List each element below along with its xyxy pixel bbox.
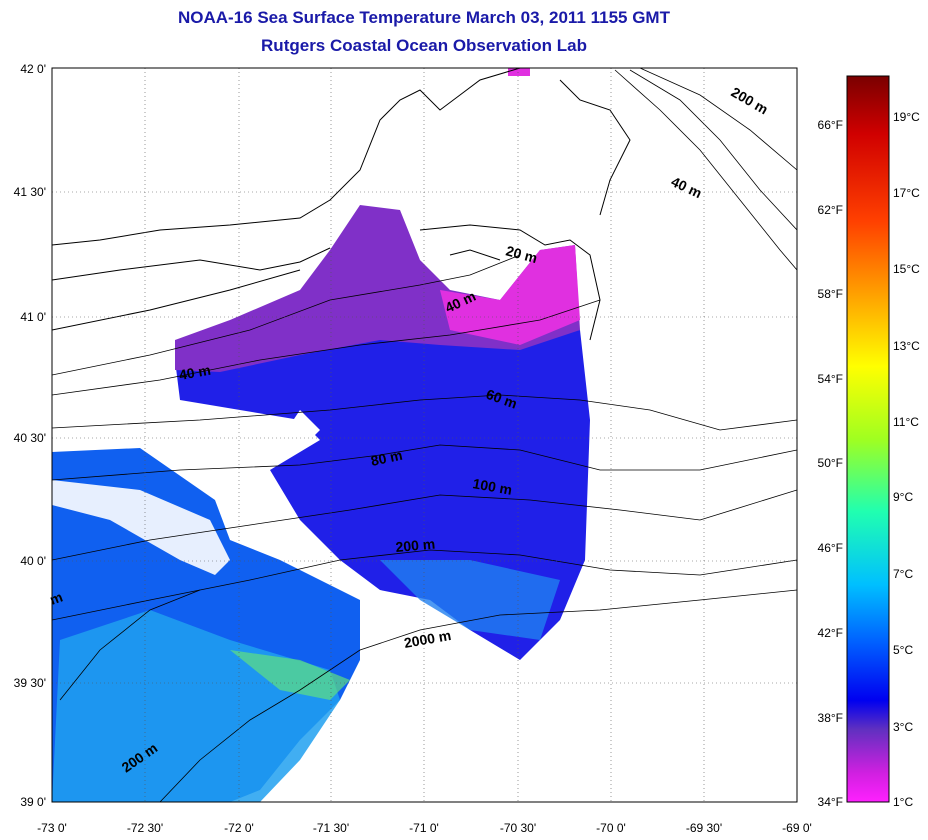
lon-label: -73 0' [37, 821, 67, 835]
contour-label: 40 m [669, 173, 705, 201]
celsius-label: 13°C [893, 339, 920, 353]
contour-label: 2000 m [403, 627, 453, 651]
sst-patch-magenta-north [508, 68, 530, 76]
celsius-label: 17°C [893, 186, 920, 200]
lat-label: 40 30' [14, 431, 46, 445]
sst-patch-magenta [440, 245, 580, 345]
celsius-label: 19°C [893, 110, 920, 124]
contour-label: 100 m [471, 475, 513, 498]
lon-label: -69 0' [782, 821, 812, 835]
lat-label: 41 0' [20, 310, 46, 324]
lon-label: -70 30' [500, 821, 536, 835]
celsius-label: 11°C [893, 415, 919, 429]
lon-label: -72 0' [224, 821, 254, 835]
bathymetry-contours [52, 68, 797, 802]
map-subtitle: Rutgers Coastal Ocean Observation Lab [261, 36, 587, 55]
lat-label: 39 30' [14, 676, 46, 690]
colorbar-fahrenheit-ticks: 66°F 62°F 58°F 54°F 50°F 46°F 42°F 38°F … [818, 118, 843, 809]
lat-axis: 42 0' 41 30' 41 0' 40 30' 40 0' 39 30' 3… [14, 62, 46, 809]
cloud-gap-2 [280, 410, 320, 450]
lon-label: -69 30' [686, 821, 722, 835]
lon-label: -71 30' [313, 821, 349, 835]
fahrenheit-label: 66°F [818, 118, 843, 132]
sst-patch-shelf-cyan [380, 560, 560, 640]
lon-axis: -73 0' -72 30' -72 0' -71 30' -71 0' -70… [37, 821, 812, 835]
contour-label: 20 m [504, 242, 539, 266]
fahrenheit-label: 34°F [818, 795, 843, 809]
fahrenheit-label: 46°F [818, 541, 843, 555]
lon-label: -71 0' [409, 821, 439, 835]
cloud-gap-1 [52, 480, 230, 575]
colorbar: 66°F 62°F 58°F 54°F 50°F 46°F 42°F 38°F … [818, 75, 920, 809]
contour-label: 40 m [178, 362, 212, 383]
celsius-label: 3°C [893, 720, 913, 734]
contour-label: m [48, 589, 65, 608]
contour-label: 200 m [395, 536, 436, 555]
fahrenheit-label: 58°F [818, 287, 843, 301]
lat-label: 39 0' [20, 795, 46, 809]
lat-label: 40 0' [20, 554, 46, 568]
celsius-label: 7°C [893, 567, 913, 581]
graticule [52, 68, 797, 802]
contour-label: 80 m [369, 447, 404, 469]
lon-label: -70 0' [596, 821, 626, 835]
fahrenheit-label: 42°F [818, 626, 843, 640]
sst-data-layer [52, 68, 590, 802]
lat-label: 41 30' [14, 185, 46, 199]
celsius-label: 15°C [893, 262, 920, 276]
celsius-label: 5°C [893, 643, 913, 657]
lon-label: -72 30' [127, 821, 163, 835]
contour-label: 200 m [729, 84, 771, 118]
celsius-label: 1°C [893, 795, 913, 809]
fahrenheit-label: 50°F [818, 456, 843, 470]
coastline [52, 68, 631, 341]
fahrenheit-label: 38°F [818, 711, 843, 725]
lat-label: 42 0' [20, 62, 46, 76]
colorbar-gradient [846, 75, 890, 803]
fahrenheit-label: 54°F [818, 372, 843, 386]
colorbar-celsius-ticks: 19°C 17°C 15°C 13°C 11°C 9°C 7°C 5°C 3°C… [893, 110, 920, 809]
map-frame [51, 67, 798, 803]
celsius-label: 9°C [893, 490, 913, 504]
fahrenheit-label: 62°F [818, 203, 843, 217]
map-title: NOAA-16 Sea Surface Temperature March 03… [178, 8, 670, 27]
sst-patch-green [230, 650, 350, 700]
